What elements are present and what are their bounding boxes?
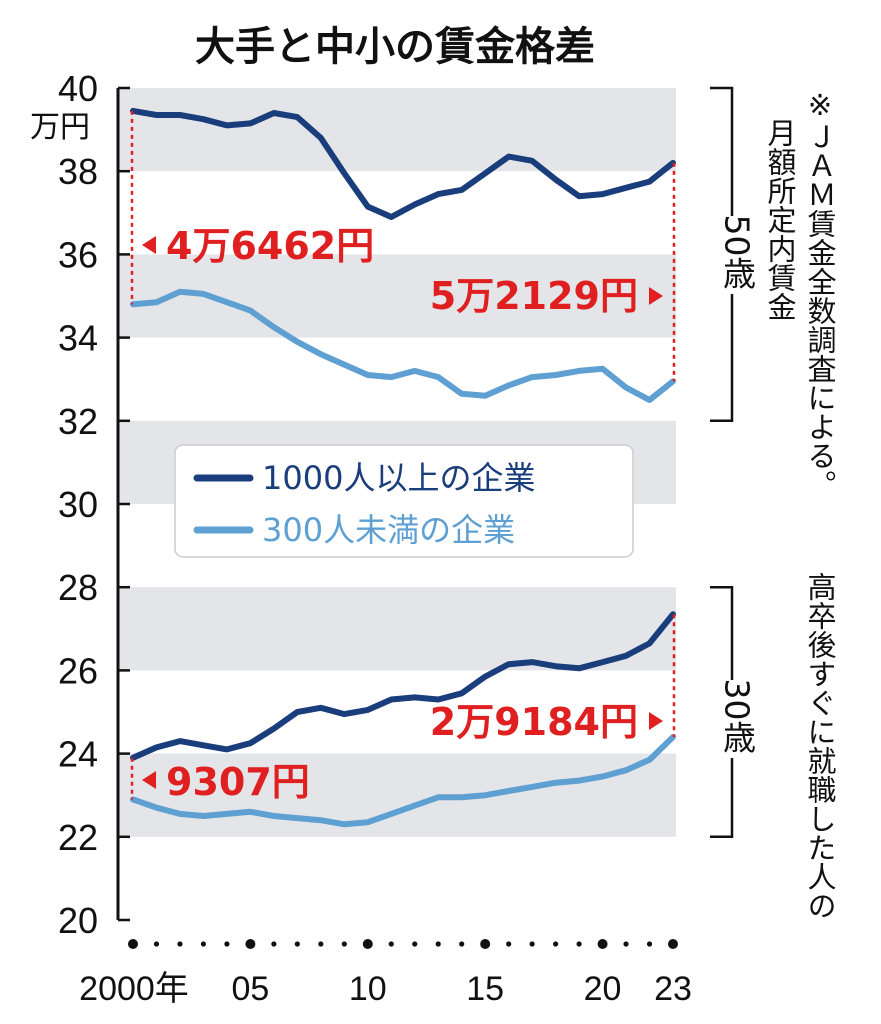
bracket-label-bg-age30 (712, 680, 762, 758)
gap-label-2023-age30: 2万9184円 (430, 700, 638, 744)
x-minor-dot (271, 941, 277, 947)
x-minor-dot (553, 941, 559, 947)
age-label-30: 30歳 (718, 679, 757, 754)
gap-label-2000-age30: 9307円 (166, 760, 310, 804)
x-tick-label: 05 (231, 970, 269, 1008)
x-tick-dot (480, 939, 491, 949)
x-tick-label: 2000年 (79, 970, 189, 1008)
series-line-age50-large (130, 107, 676, 220)
x-minor-dot (224, 941, 230, 947)
legend-label: 1000人以上の企業 (262, 459, 535, 497)
series-line-age30-large (130, 611, 676, 761)
x-minor-dot (623, 941, 629, 947)
chart-title: 大手と中小の賃金格差 (195, 24, 595, 70)
note-text: 月額所定内賃金 (763, 118, 797, 321)
x-tick-label: 20 (584, 970, 622, 1008)
x-minor-dot (341, 941, 347, 947)
x-minor-dot (506, 941, 512, 947)
note-text: 高卒後すぐに就職した人の (803, 572, 837, 920)
y-tick-label: 26 (58, 650, 98, 691)
x-minor-dot (294, 941, 300, 947)
series-line-age30-small (130, 734, 676, 828)
x-minor-dot (153, 941, 160, 947)
x-minor-dot (388, 941, 394, 947)
y-axis-unit: 万円 (30, 110, 90, 145)
series-layer (130, 107, 676, 828)
y-tick-label: 28 (58, 567, 98, 608)
gap-arrow-left (142, 236, 156, 254)
x-tick-dot (128, 939, 138, 949)
x-minor-dot (177, 941, 183, 947)
x-minor-dot (435, 941, 441, 947)
x-minor-dot (412, 941, 418, 947)
y-tick-label: 30 (58, 484, 98, 525)
grid-band (118, 88, 676, 172)
age-label-50: 50歳 (718, 215, 757, 290)
x-tick-label: 23 (654, 970, 692, 1008)
gap-arrow-right (649, 287, 663, 305)
x-tick-dot (597, 939, 608, 949)
x-minor-dot (529, 941, 535, 947)
annotation-layer: 4万6462円 5万2129円 9307円 2万9184円 50歳 30歳 (130, 86, 762, 839)
legend: 1000人以上の企業 300人未満の企業 (174, 444, 634, 558)
bracket-label-bg-age50 (712, 216, 762, 294)
x-minor-dot (646, 941, 653, 947)
y-tick-label: 22 (58, 817, 98, 858)
legend-label: 300人未満の企業 (262, 511, 515, 549)
x-tick-label: 15 (466, 970, 504, 1008)
y-tick-label: 20 (58, 900, 98, 941)
gap-arrow-right (649, 712, 663, 730)
legend-box (174, 444, 634, 558)
x-minor-dot (200, 941, 207, 947)
x-minor-dot (318, 941, 324, 947)
axis-layer: 20 22 24 26 28 30 32 34 36 38 40 2000年 05 10 15 20 23 (58, 68, 692, 1008)
x-minor-dot (576, 941, 582, 947)
y-tick-label: 32 (58, 401, 98, 442)
x-tick-dot (362, 939, 373, 949)
grid-band (118, 753, 676, 837)
series-line-age50-small (130, 288, 676, 403)
x-tick-dot (245, 939, 256, 949)
gap-label-2000-age50: 4万6462円 (166, 224, 374, 268)
gap-arrow-left (142, 771, 156, 789)
note-text: ※ＪＡＭ賃金全数調査による。 (803, 88, 837, 499)
x-tick-label: 10 (349, 970, 387, 1008)
y-tick-label: 40 (58, 68, 98, 109)
grid-band (118, 587, 676, 671)
x-tick-dot (668, 939, 678, 949)
x-minor-dot (459, 941, 465, 947)
y-tick-label: 24 (58, 734, 98, 775)
y-tick-label: 38 (58, 151, 98, 192)
y-tick-label: 34 (58, 318, 98, 359)
band-layer (118, 88, 676, 837)
y-tick-label: 36 (58, 234, 98, 275)
gap-label-2023-age50: 5万2129円 (430, 274, 638, 318)
